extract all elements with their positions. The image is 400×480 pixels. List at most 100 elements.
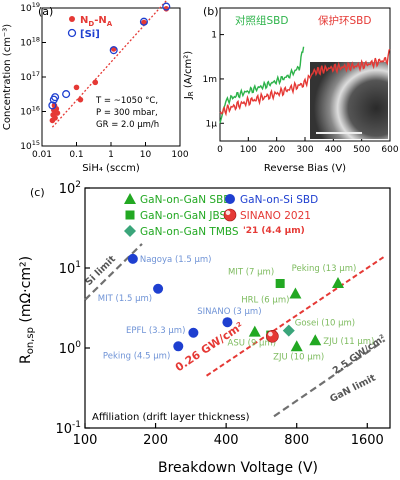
- inset-image: [310, 62, 388, 139]
- c-legend-marker-diamond: [124, 225, 136, 237]
- panel-b-inset: [310, 62, 388, 139]
- panel-b-ylabel: JR (A/cm²): [183, 51, 195, 100]
- c-legend-marker-circle: [225, 194, 235, 204]
- c-ytick-label: 102: [59, 180, 81, 197]
- legend-label-nd-na: ND-NA: [80, 15, 113, 28]
- c-legend-label: '21 (4.4 µm): [243, 226, 305, 236]
- panel-b-xlabel: Reverse Bias (V): [264, 163, 346, 174]
- c-ytick-label: 100: [59, 340, 82, 357]
- b-xtick-label: 200: [268, 145, 285, 155]
- c-xtick-label: 1600: [351, 433, 384, 448]
- panel-b-series-red: [219, 48, 391, 117]
- a-xtick-label: 100: [171, 150, 188, 160]
- c-legend-marker-triangle: [124, 193, 136, 204]
- c-point-triangle: [331, 276, 344, 288]
- c-point-label: MIT (7 µm): [228, 268, 274, 278]
- b-ytick-label: 1m: [203, 75, 218, 85]
- panel-a-legend: ND-NA [Si]: [67, 15, 113, 40]
- a-point-si: [139, 17, 148, 26]
- panel-c-xlabel: Breakdown Voltage (V): [158, 460, 318, 476]
- b-ytick-label: 1µ: [206, 119, 218, 129]
- a-xtick-label: 0.01: [32, 150, 52, 160]
- c-limit-line: [273, 339, 386, 418]
- c-point-sphere-body: [266, 330, 279, 343]
- c-xtick-label: 400: [214, 433, 239, 448]
- c-limit-line: [84, 243, 143, 301]
- panel-a-points: [48, 2, 171, 124]
- b-xtick-label: 300: [296, 145, 313, 155]
- c-legend-label: GaN-on-GaN SBD: [140, 194, 231, 206]
- a-ytick-label: 1018: [20, 36, 40, 49]
- c-legend-marker-sphere-body: [223, 208, 237, 222]
- a-ytick-label: 1016: [20, 105, 40, 118]
- c-point-diamond: [282, 324, 295, 337]
- c-point-square: [275, 279, 285, 289]
- panel-a-annotation-1: T = ~1050 °C,: [95, 96, 158, 106]
- panel-a-xlabel: SiH₄ (sccm): [82, 163, 140, 174]
- panel-b: (b) 0 100 200 300 400 500 600 1µ 1m 1 对照组SBD 保护环S…: [183, 5, 399, 174]
- c-point-label: SINANO (3 µm): [197, 307, 261, 317]
- panel-c-fom-line: [205, 255, 386, 377]
- panel-b-legend-green: 对照组SBD: [235, 14, 288, 27]
- a-ytick-label: 1017: [20, 70, 40, 83]
- c-point-circle: [153, 283, 164, 294]
- c-legend-label: GaN-on-Si SBD: [240, 194, 318, 206]
- c-point-circle: [173, 341, 184, 352]
- panel-b-series-green: [219, 46, 305, 124]
- a-ytick-label: 1019: [20, 1, 40, 14]
- c-point-sphere: [266, 330, 279, 343]
- panel-c-ylabel: Ron,sp (mΩ·cm²): [18, 256, 36, 364]
- c-legend-marker-sphere: [223, 208, 237, 222]
- c-point-triangle: [290, 340, 303, 352]
- panel-c-points: Nagoya (1.5 µm) MIT (1.5 µm) EPFL (3.3 µm)…: [98, 253, 374, 362]
- c-point-triangle: [289, 287, 302, 299]
- a-point-nd-na: [54, 110, 61, 116]
- panel-a-fit-line: [51, 0, 168, 128]
- panel-c-frame: [84, 187, 391, 429]
- b-xtick-label: 0: [217, 145, 223, 155]
- panel-a-label: (a): [38, 5, 53, 18]
- c-xtick-label: 100: [73, 433, 98, 448]
- c-point-label: Peking (4.5 µm): [103, 351, 170, 361]
- b-xtick-label: 100: [240, 145, 257, 155]
- panel-a-annotation-3: GR = 2.0 µm/h: [96, 120, 159, 130]
- c-limit-label: GaN limit: [328, 372, 378, 405]
- b-xtick-label: 400: [325, 145, 342, 155]
- c-legend-label: GaN-on-GaN TMBS: [140, 226, 239, 238]
- c-point-sphere-highlight: [268, 331, 273, 337]
- a-point-si: [48, 101, 57, 110]
- panel-a-ylabel: Concentration (cm⁻³): [2, 24, 13, 130]
- panel-c-legend: GaN-on-GaN SBD GaN-on-Si SBD GaN-on-GaN JB…: [124, 193, 318, 238]
- panel-b-legend-red: 保护环SBD: [318, 14, 371, 27]
- c-ytick-label: 10-1: [55, 420, 81, 437]
- a-point-si: [109, 46, 118, 55]
- c-xtick-label: 200: [143, 433, 168, 448]
- c-ytick-label: 101: [59, 260, 81, 277]
- b-ytick-label: 1: [211, 31, 217, 41]
- c-legend-marker-sphere-highlight: [225, 210, 231, 216]
- a-point-si: [51, 93, 60, 102]
- c-xtick-label: 800: [284, 433, 309, 448]
- a-point-si: [62, 90, 71, 99]
- b-xtick-label: 600: [381, 145, 398, 155]
- c-point-label: MIT (1.5 µm): [98, 294, 152, 304]
- c-point-label: Nagoya (1.5 µm): [140, 255, 212, 265]
- c-point-label: ASU (9 µm): [228, 339, 277, 349]
- a-ytick-label: 1015: [20, 139, 40, 152]
- a-xtick-label: 0.1: [69, 150, 83, 160]
- legend-marker-nd-na: [69, 16, 75, 22]
- c-point-circle: [222, 317, 233, 328]
- c-point-triangle: [309, 334, 322, 346]
- panel-a: (a) 0.01 0.1 1 10 100 1015 1016 1017 1018 1019 ND…: [2, 0, 189, 174]
- a-xtick-label: 1: [108, 150, 114, 160]
- panel-c-label: (c): [30, 186, 45, 199]
- c-point-label: Peking (13 µm): [292, 264, 357, 274]
- c-legend-label: GaN-on-GaN JBS: [140, 210, 227, 222]
- panel-b-label: (b): [203, 5, 219, 18]
- panel-a-annotation-2: P = 300 mbar,: [96, 108, 158, 118]
- legend-label-si: [Si]: [80, 29, 100, 40]
- panel-a-ticks: 0.01 0.1 1 10 100 1015 1016 1017 1018 1019: [20, 1, 189, 160]
